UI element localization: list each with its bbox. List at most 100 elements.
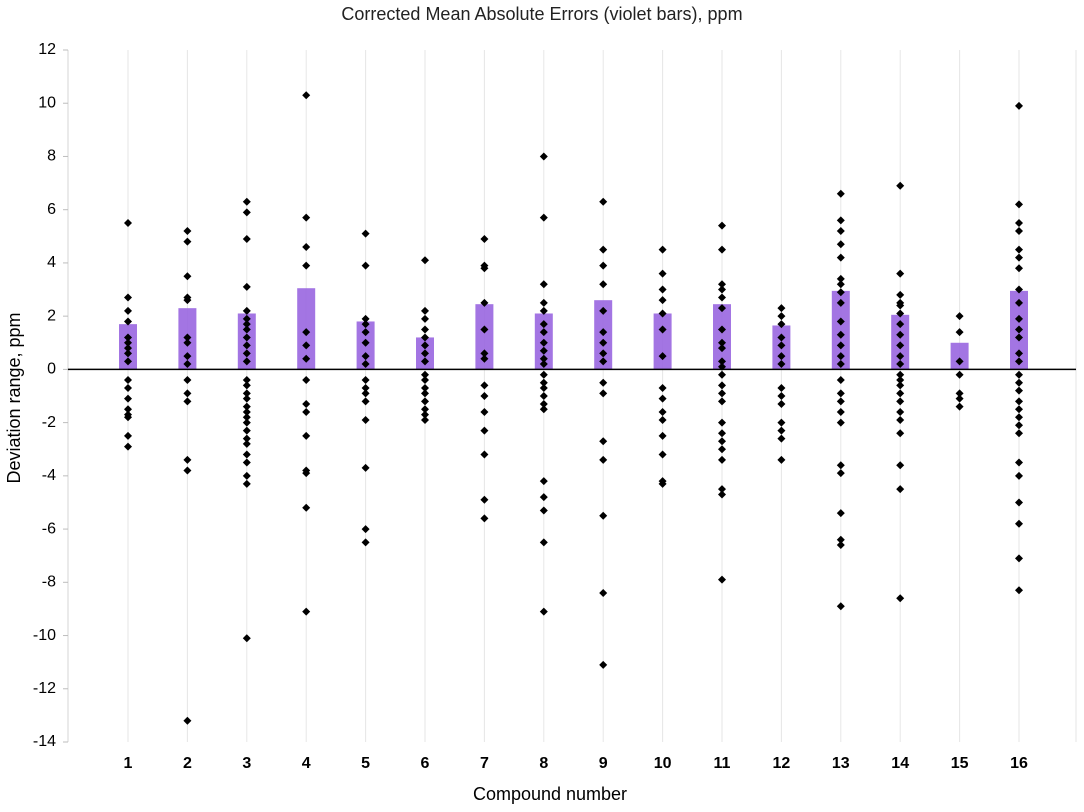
deviation-point-12 [777,399,786,408]
deviation-point-7 [480,514,489,523]
deviation-point-11 [718,344,726,353]
deviation-point-11 [718,357,726,366]
deviation-point-8 [539,378,548,387]
deviation-point-3 [242,394,251,403]
deviation-point-8 [539,405,548,414]
deviation-point-14 [896,360,905,369]
deviation-point-11 [718,445,726,454]
deviation-point-3 [242,389,251,398]
deviation-point-16 [1015,219,1023,227]
deviation-point-14 [896,269,905,278]
deviation-point-7 [480,298,489,307]
deviation-point-3 [242,450,251,459]
deviation-point-8 [539,360,548,369]
deviation-point-16 [1015,378,1023,387]
deviation-point-14 [896,381,905,390]
deviation-point-5 [361,389,370,398]
deviation-point-1 [124,357,132,366]
x-tick-label: 15 [951,755,969,772]
deviation-point-11 [718,397,726,406]
deviation-point-12 [777,434,786,443]
deviation-point-7 [480,234,489,243]
deviation-point-3 [242,306,251,315]
deviation-point-12 [777,384,786,393]
y-tick-label: 8 [47,148,56,165]
x-tick-label: 11 [714,755,731,772]
deviation-point-1 [124,413,132,422]
deviation-point-5 [361,525,370,534]
chart-title: Corrected Mean Absolute Errors (violet b… [341,4,743,24]
deviation-point-16 [1015,314,1023,323]
deviation-point-8 [539,346,548,355]
deviation-point-5 [361,328,370,337]
deviation-point-2 [183,352,192,361]
x-tick-labels: 1 2 3 4 5 6 7 8 9 10 11 12 13 14 15 16 [124,755,1028,772]
deviation-point-9 [599,660,608,669]
deviation-point-13 [836,189,845,198]
deviation-point-2 [183,455,192,464]
deviation-point-8 [539,320,548,329]
deviation-point-11 [718,370,726,379]
deviation-point-11 [718,381,726,390]
deviation-point-9 [599,349,608,358]
deviation-point-3 [242,325,251,334]
deviation-point-4 [302,341,311,350]
deviation-point-14 [896,376,905,385]
x-tick-label: 13 [832,755,850,772]
deviation-point-11 [718,437,726,446]
deviation-point-16 [1015,264,1023,273]
deviation-point-13 [836,509,845,518]
deviation-point-14 [896,594,905,603]
mae-bar-13 [831,290,850,370]
deviation-point-11 [718,389,726,398]
deviation-point-1 [124,376,132,385]
deviation-point-9 [599,245,608,254]
deviation-point-6 [421,397,429,406]
deviation-point-16 [1015,325,1023,334]
deviation-point-1 [124,344,132,353]
deviation-point-13 [836,274,845,283]
deviation-point-16 [1015,458,1023,467]
deviation-point-6 [421,333,429,342]
deviation-point-11 [718,245,726,254]
deviation-point-9 [599,455,608,464]
deviation-point-13 [836,469,845,478]
deviation-point-1 [124,405,132,414]
deviation-point-3 [242,634,251,643]
deviation-point-13 [836,397,845,406]
deviation-point-12 [777,333,786,342]
deviation-point-14 [896,429,905,438]
deviation-point-5 [361,320,370,329]
deviation-point-4 [302,407,311,416]
y-tick-label: 0 [47,361,56,378]
deviation-point-14 [896,181,905,190]
deviation-point-2 [183,360,192,369]
deviation-point-8 [539,370,548,379]
deviation-point-16 [1015,386,1023,395]
deviation-point-13 [836,418,845,427]
y-tick-label: -12 [33,680,56,697]
deviation-point-10 [658,309,667,318]
deviation-point-16 [1015,200,1023,209]
deviation-point-9 [599,389,608,398]
deviation-point-7 [480,392,489,400]
deviation-point-3 [242,341,251,350]
deviation-point-14 [896,301,905,310]
deviation-point-16 [1015,285,1023,294]
deviation-point-3 [242,407,251,416]
deviation-point-13 [836,407,845,416]
deviation-point-14 [896,341,905,350]
deviation-point-13 [836,216,845,225]
deviation-point-14 [896,352,905,361]
deviation-point-8 [539,477,548,486]
deviation-point-1 [124,338,132,347]
deviation-point-8 [539,306,548,315]
deviation-point-8 [539,392,548,400]
deviation-point-1 [124,333,132,342]
deviation-point-10 [658,431,667,440]
deviation-point-2 [183,397,192,406]
deviation-point-10 [658,296,667,305]
deviation-point-7 [480,426,489,435]
deviation-point-2 [183,466,192,475]
